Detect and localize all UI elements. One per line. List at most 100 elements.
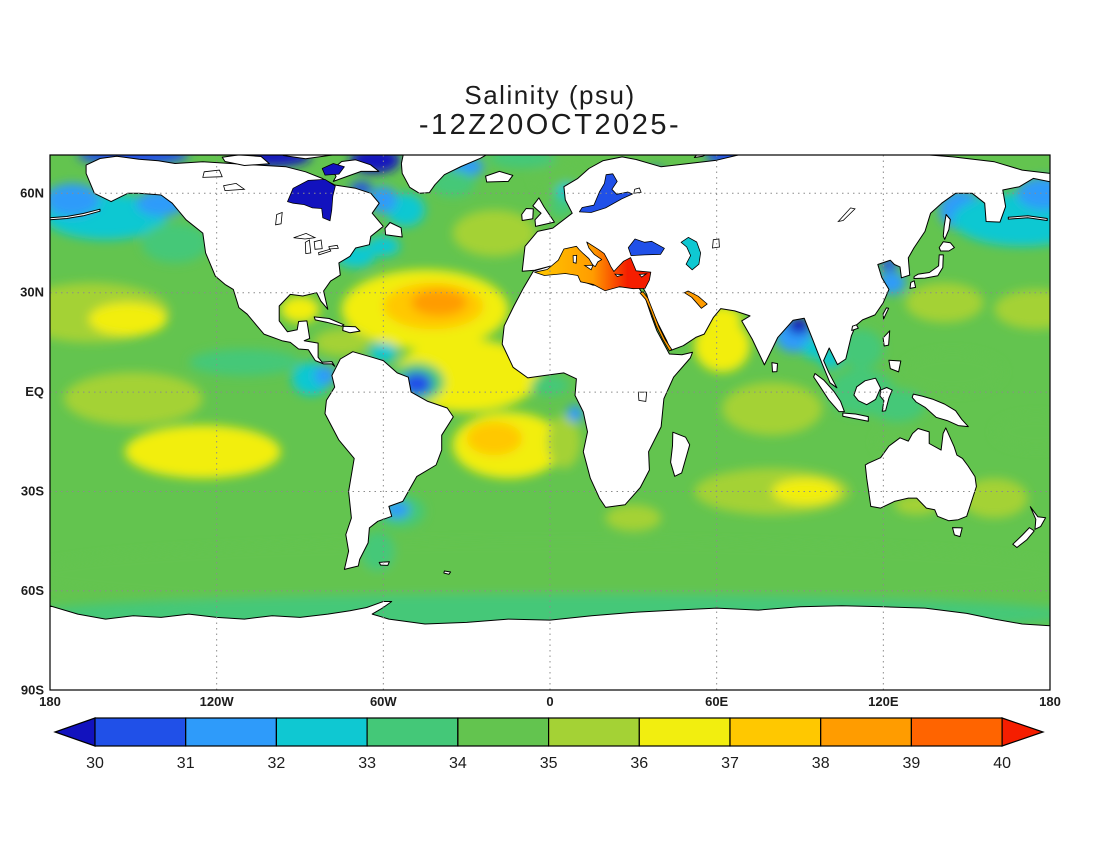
lake-superior — [293, 232, 317, 240]
landmass-cuba — [313, 316, 345, 327]
colorbar-tick-label: 40 — [993, 755, 1011, 772]
salinity-field-blob — [905, 282, 984, 323]
salinity-field-blob — [88, 302, 167, 336]
sea-islands-and-lakes — [202, 169, 856, 402]
graticule — [50, 155, 1050, 690]
sea-red-sea — [639, 291, 673, 352]
landmass-south-america — [324, 351, 454, 570]
landmass-great-britain — [532, 197, 555, 227]
landmass-tasmania — [952, 527, 963, 538]
colorbar-tick-label: 33 — [358, 755, 376, 772]
lake-baikal — [837, 207, 856, 223]
salinity-field-blob — [530, 375, 570, 396]
colorbar-tick-label: 35 — [540, 755, 558, 772]
chart-title: Salinity (psu) — [464, 80, 635, 110]
map-plot-area — [50, 155, 1050, 690]
colorbar-tick-label: 37 — [721, 755, 739, 772]
salinity-field-blob — [952, 193, 1050, 247]
salinity-field-blob — [50, 183, 100, 217]
landmass-novaya-zemlya — [693, 155, 707, 158]
salinity-field-blob — [772, 478, 839, 505]
salinity-field-blob — [313, 329, 370, 356]
salinity-field-blob — [994, 289, 1050, 330]
salinity-field-blob — [63, 372, 203, 426]
chart-subtitle-date: -12Z20OCT2025- — [419, 109, 681, 141]
landmass-australia — [864, 427, 977, 522]
great-slave-lake — [223, 182, 246, 192]
map-border — [49, 154, 1051, 691]
landmass-south-georgia — [443, 570, 452, 575]
landmass-eurasia — [521, 155, 1050, 389]
lat-tick-label: 30N — [20, 285, 44, 300]
longitude-axis-labels: 180 120W 60W 0 60E 120E 180 — [39, 694, 1061, 709]
salinity-field-blob — [961, 478, 1028, 518]
landmass-java — [842, 412, 869, 422]
colorbar-tick-label: 38 — [812, 755, 830, 772]
salinity-field-blob — [547, 415, 581, 469]
salinity-field-blob — [150, 433, 228, 464]
salinity-field-blob — [366, 236, 400, 257]
landmass-sumatra — [813, 373, 845, 413]
landmass-hainan — [851, 324, 859, 331]
aral-sea — [712, 238, 720, 249]
salinity-field-blob — [605, 504, 662, 532]
salinity-field-blob — [466, 421, 523, 456]
landmass-sardinia-corsica — [572, 254, 578, 264]
landmass-sakhalin — [942, 214, 951, 240]
colorbar-segment — [729, 717, 822, 747]
salinity-field-blob — [994, 415, 1050, 449]
sea-persian-gulf — [684, 290, 708, 309]
colorbar-segment — [910, 717, 1003, 747]
salinity-field-blobs — [50, 155, 1050, 634]
lat-tick-label: 60S — [21, 583, 44, 598]
lon-tick-label: 60E — [705, 694, 728, 709]
landmass-ireland — [521, 208, 534, 221]
lat-tick-label: 30S — [21, 483, 44, 498]
lake-victoria — [637, 391, 648, 402]
landmass-iceland — [485, 170, 514, 183]
landmass-kyushu — [909, 280, 917, 289]
landmass-mindanao — [888, 359, 902, 373]
lat-tick-label: 60N — [20, 185, 44, 200]
landmass-sri-lanka — [771, 362, 778, 373]
lon-tick-label: 0 — [546, 694, 553, 709]
landmass-hokkaido — [938, 241, 955, 252]
salinity-field-blob — [313, 365, 337, 386]
salinity-field-blob — [488, 155, 556, 169]
colorbar-segment — [638, 717, 731, 747]
lon-tick-label: 60W — [370, 694, 397, 709]
lon-tick-label: 120E — [868, 694, 899, 709]
landmass-falklands — [378, 561, 390, 566]
landmass-madagascar — [670, 431, 691, 477]
lon-tick-label: 120W — [200, 694, 235, 709]
salinity-field-blob — [369, 342, 398, 363]
lon-tick-label: 180 — [1039, 694, 1061, 709]
colorbar-segment — [547, 717, 640, 747]
landmass-borneo — [853, 377, 882, 406]
salinity-field-blob — [361, 531, 395, 571]
salinity-field-blob — [452, 209, 537, 257]
lake-ladoga — [633, 187, 642, 194]
landmass-cyprus — [638, 273, 648, 278]
landmass-north-america — [85, 155, 384, 367]
landmass-greenland — [400, 155, 488, 194]
colorbar-tick-label: 31 — [177, 755, 195, 772]
colorbar-tick-label: 32 — [268, 755, 286, 772]
lake-huron — [313, 239, 323, 250]
colorbar-segment — [185, 717, 277, 747]
landmass-new-guinea — [911, 393, 969, 428]
salinity-field-blob — [722, 382, 823, 436]
landmass-sulawesi — [879, 387, 893, 412]
salinity-field-blob — [566, 405, 584, 422]
lake-winnipeg — [275, 211, 283, 226]
colorbar-segment — [457, 717, 550, 747]
salinity-field-blob — [694, 319, 750, 373]
lat-tick-label: 90S — [21, 682, 44, 697]
landmass-victoria-island — [221, 155, 270, 166]
sea-hudson-bay — [287, 179, 336, 222]
salinity-field-blob — [141, 223, 209, 263]
salinity-field-blob — [787, 317, 810, 335]
colorbar-tick-label: 39 — [903, 755, 921, 772]
